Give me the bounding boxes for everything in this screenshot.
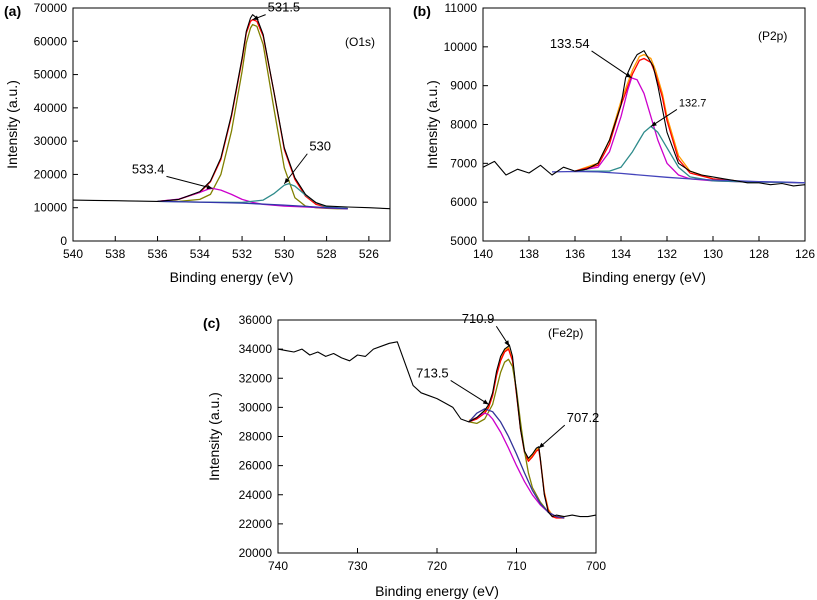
y-tick-label: 40000 xyxy=(34,101,68,115)
series-background xyxy=(468,408,565,519)
x-tick-label: 532 xyxy=(232,247,252,261)
series-fit xyxy=(157,19,348,210)
x-tick-label: 536 xyxy=(148,247,168,261)
x-tick-label: 540 xyxy=(63,247,83,261)
series-peak2 xyxy=(575,125,806,184)
y-tick-label: 6000 xyxy=(450,195,477,209)
y-tick-label: 10000 xyxy=(444,40,478,54)
series-fit xyxy=(468,348,565,519)
y-tick-label: 30000 xyxy=(34,134,68,148)
y-tick-label: 36000 xyxy=(239,313,273,327)
x-tick-label: 740 xyxy=(268,559,288,573)
y-tick-label: 5000 xyxy=(450,234,477,248)
panel-c-fe2p: (c) (Fe2p) 740 730 720 710 700 20000 22000 2400… xyxy=(203,311,606,599)
annotation-arrowhead xyxy=(206,184,213,190)
x-tick-label: 710 xyxy=(506,559,526,573)
peak-annotation: 710.9 xyxy=(462,311,495,326)
y-tick-label: 11000 xyxy=(445,1,478,15)
peak-annotation: 132.7 xyxy=(679,97,707,109)
panel-b-p2p: (b) (P2p) 140 138 136 134 132 130 128 126 5000 60… xyxy=(413,1,815,285)
plot-frame xyxy=(482,7,806,242)
annotation-arrowhead xyxy=(482,399,489,405)
annotation-arrowhead xyxy=(284,177,290,184)
y-tick-label: 26000 xyxy=(239,459,273,473)
x-tick-label: 128 xyxy=(749,247,769,261)
x-tick-label: 534 xyxy=(190,247,210,261)
series-peak1 xyxy=(574,77,806,184)
annotation-arrowhead xyxy=(650,121,657,127)
x-tick-label: 140 xyxy=(473,247,493,261)
y-tick-label: 34000 xyxy=(239,342,273,356)
x-tick-label: 132 xyxy=(657,247,677,261)
series-raw xyxy=(72,14,391,210)
x-tick-label: 126 xyxy=(795,247,815,261)
peak-annotation: 133.54 xyxy=(550,36,590,51)
y-tick-label: 30000 xyxy=(239,400,273,414)
x-tick-label: 526 xyxy=(359,247,379,261)
y-tick-label: 0 xyxy=(60,234,67,248)
x-tick-label: 720 xyxy=(427,559,447,573)
y-tick-label: 22000 xyxy=(239,517,273,531)
panel-tag-fe2p: (Fe2p) xyxy=(548,326,583,340)
series-peak2 xyxy=(468,412,565,519)
panel-tag-o1s: (O1s) xyxy=(345,35,375,49)
peak-annotation: 530 xyxy=(309,139,331,154)
annotation-arrowhead xyxy=(504,340,510,347)
y-tick-label: 20000 xyxy=(34,167,68,181)
y-tick-label: 7000 xyxy=(450,156,477,170)
plot-frame xyxy=(277,319,597,554)
panel-label-b: (b) xyxy=(413,3,431,19)
series-background xyxy=(551,170,806,184)
plot-frame xyxy=(72,7,391,242)
peak-annotation: 533.4 xyxy=(132,161,165,176)
x-tick-label: 730 xyxy=(347,559,367,573)
x-tick-label: 136 xyxy=(565,247,585,261)
x-tick-label: 138 xyxy=(519,247,539,261)
annotation-arrow xyxy=(450,380,489,405)
series-peak2 xyxy=(157,187,348,210)
x-tick-label: 130 xyxy=(703,247,723,261)
panel-a-o1s: (a) (O1s) 540 538 536 534 532 530 528 526 0 10000… xyxy=(4,0,391,285)
series-raw xyxy=(277,341,597,518)
panel-label-a: (a) xyxy=(4,3,21,19)
peak-annotation: 531.5 xyxy=(268,0,301,15)
y-axis-title: Intensity (a.u.) xyxy=(206,392,222,481)
x-tick-label: 528 xyxy=(317,247,337,261)
panel-tag-p2p: (P2p) xyxy=(758,29,787,43)
annotation-arrow xyxy=(283,153,308,185)
x-tick-label: 538 xyxy=(105,247,125,261)
x-axis-title: Binding energy (eV) xyxy=(582,269,706,285)
annotation-arrow xyxy=(591,50,632,79)
y-tick-label: 8000 xyxy=(450,118,477,132)
peak-annotation: 707.2 xyxy=(567,410,600,425)
y-tick-label: 9000 xyxy=(450,79,477,93)
y-tick-label: 60000 xyxy=(34,34,68,48)
y-tick-label: 70000 xyxy=(34,1,68,15)
y-tick-label: 20000 xyxy=(239,546,273,560)
y-axis-title: Intensity (a.u.) xyxy=(424,80,440,169)
annotation-arrowhead xyxy=(252,15,259,20)
annotation-arrow xyxy=(538,424,566,449)
y-tick-label: 50000 xyxy=(34,68,68,82)
annotation-arrow xyxy=(166,175,213,189)
peak-annotation: 713.5 xyxy=(416,365,449,380)
series-fit2 xyxy=(468,347,565,518)
annotation-arrowhead xyxy=(625,72,632,78)
series-raw xyxy=(482,50,806,187)
y-tick-label: 10000 xyxy=(34,201,68,215)
annotation-arrowhead xyxy=(538,442,545,449)
x-tick-label: 700 xyxy=(586,559,606,573)
y-tick-label: 32000 xyxy=(239,371,273,385)
x-axis-title: Binding energy (eV) xyxy=(170,269,294,285)
y-tick-label: 28000 xyxy=(239,430,273,444)
x-tick-label: 530 xyxy=(274,247,294,261)
series-background xyxy=(157,200,348,210)
panel-label-c: (c) xyxy=(203,315,220,331)
x-tick-label: 134 xyxy=(611,247,631,261)
x-axis-title: Binding energy (eV) xyxy=(375,583,499,599)
y-axis-title: Intensity (a.u.) xyxy=(4,80,20,169)
y-tick-label: 24000 xyxy=(239,488,273,502)
